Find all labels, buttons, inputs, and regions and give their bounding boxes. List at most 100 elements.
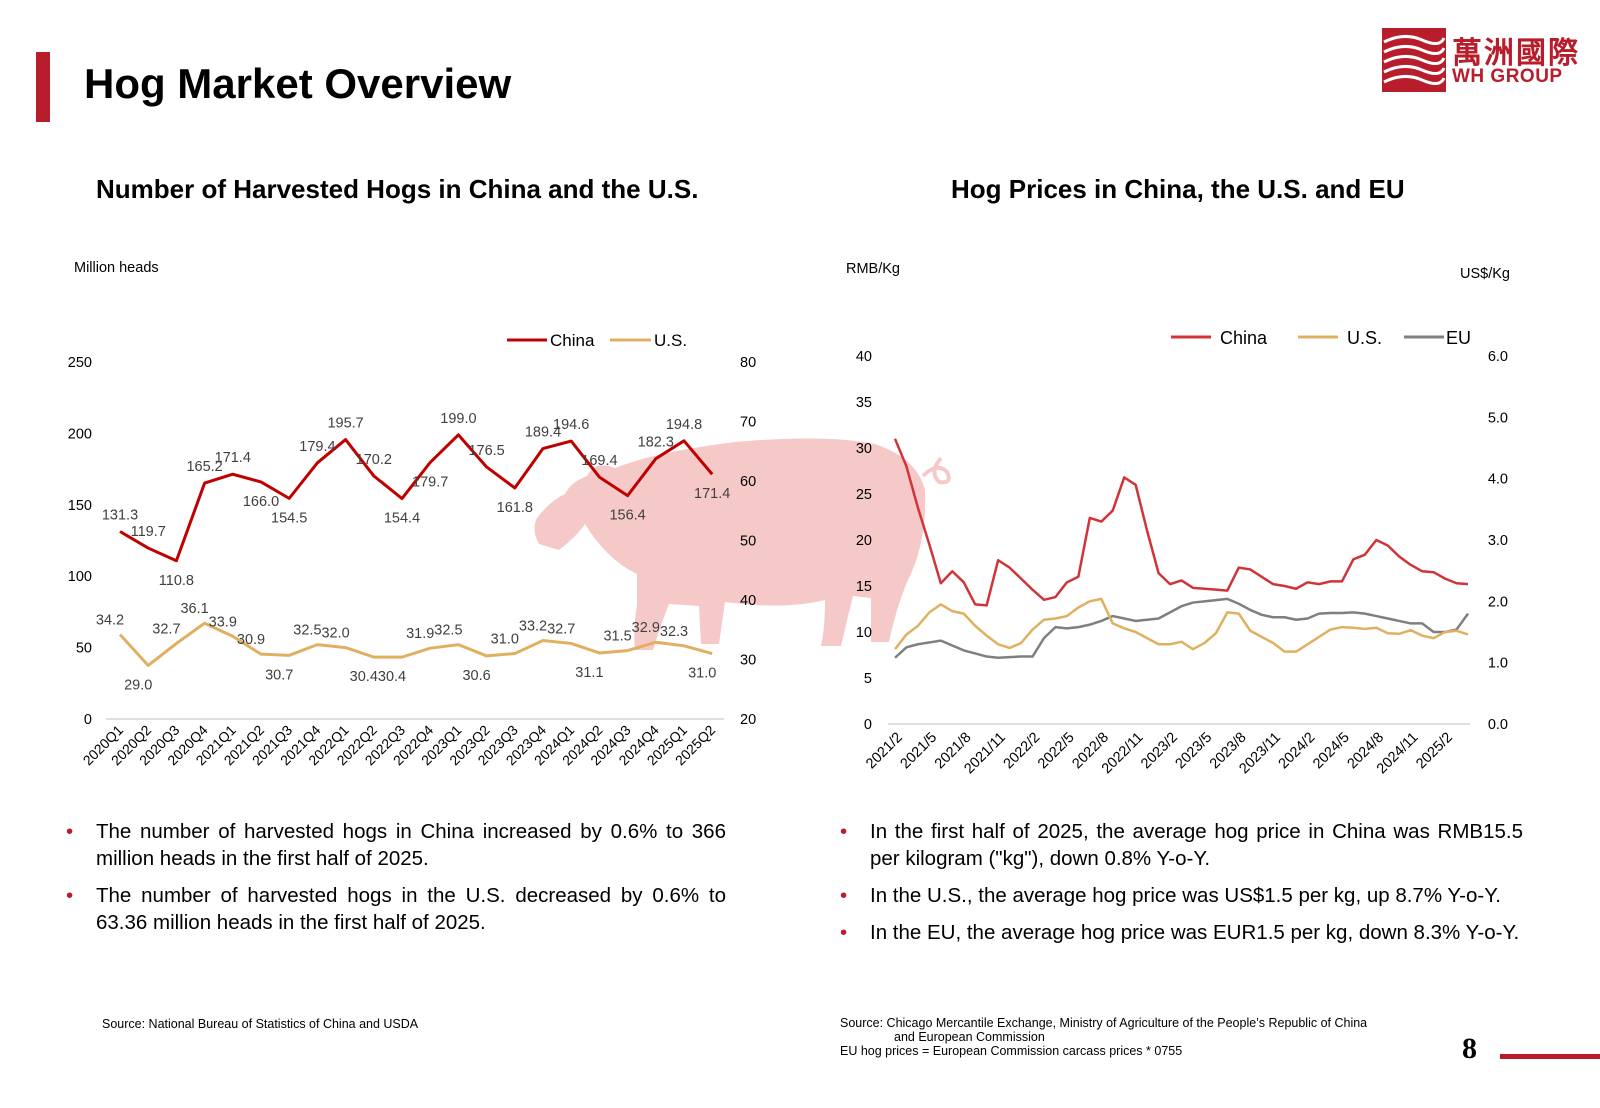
right-y2-axis-unit: US$/Kg bbox=[1460, 266, 1510, 282]
logo-chinese-text: 萬洲國際 bbox=[1452, 37, 1580, 70]
left-y-tick: 50 bbox=[76, 641, 92, 657]
right-y-tick: 10 bbox=[856, 625, 872, 641]
left-y-tick: 100 bbox=[68, 569, 92, 585]
legend-china-label: China bbox=[550, 331, 595, 350]
china-harvest-label: 194.6 bbox=[553, 417, 589, 433]
us-harvest-label: 32.5 bbox=[434, 623, 462, 639]
china-harvest-label: 171.4 bbox=[694, 486, 730, 502]
series-eu-price-line bbox=[894, 597, 1470, 660]
us-harvest-label: 31.0 bbox=[491, 632, 519, 648]
left-y2-tick: 30 bbox=[740, 653, 756, 669]
china-harvest-label: 195.7 bbox=[327, 416, 363, 432]
right-legend: China U.S. EU bbox=[1171, 328, 1471, 348]
china-harvest-label: 171.4 bbox=[215, 450, 251, 466]
left-y-tick: 200 bbox=[68, 426, 92, 442]
right-bullet-list: In the first half of 2025, the average h… bbox=[840, 818, 1523, 956]
china-harvest-label: 165.2 bbox=[186, 459, 222, 475]
china-harvest-label: 154.5 bbox=[271, 510, 307, 526]
us-harvest-label: 32.3 bbox=[660, 624, 688, 640]
right-y-axis-unit: RMB/Kg bbox=[846, 261, 900, 277]
right-source-line-3: EU hog prices = European Commission carc… bbox=[840, 1044, 1183, 1058]
right-y2-tick: 0.0 bbox=[1488, 717, 1508, 733]
left-bullet-1: The number of harvested hogs in China in… bbox=[66, 818, 726, 872]
right-y-tick: 25 bbox=[856, 487, 872, 503]
right-source-line-2: and European Commission bbox=[894, 1030, 1045, 1044]
left-chart-title: Number of Harvested Hogs in China and th… bbox=[96, 174, 699, 204]
right-x-tick: 2022/2 bbox=[1001, 730, 1044, 773]
china-harvest-label: 154.4 bbox=[384, 511, 420, 527]
right-bullet-2: In the U.S., the average hog price was U… bbox=[840, 882, 1523, 909]
us-harvest-label: 30.4 bbox=[350, 669, 378, 685]
us-harvest-label: 31.9 bbox=[406, 626, 434, 642]
us-harvest-label: 30.6 bbox=[462, 668, 490, 684]
right-y-axis-left: 0 5 10 15 20 25 30 35 40 bbox=[856, 349, 872, 733]
left-source-note: Source: National Bureau of Statistics of… bbox=[102, 1017, 419, 1031]
us-harvest-label: 33.2 bbox=[519, 618, 547, 634]
china-harvest-label: 179.4 bbox=[299, 439, 335, 455]
harvested-hogs-chart: Million heads 0 50 100 150 200 250 20 30 40 50 60… bbox=[68, 260, 756, 768]
china-harvest-label: 182.3 bbox=[638, 435, 674, 451]
china-harvest-label: 170.2 bbox=[356, 452, 392, 468]
right-y-tick: 35 bbox=[856, 395, 872, 411]
us-harvest-label: 33.9 bbox=[209, 614, 237, 630]
right-x-tick: 2022/5 bbox=[1035, 730, 1078, 773]
right-y2-tick: 4.0 bbox=[1488, 472, 1508, 488]
us-harvest-label: 31.0 bbox=[688, 666, 716, 682]
legend-china-price-label: China bbox=[1220, 328, 1268, 348]
legend-eu-price-label: EU bbox=[1446, 328, 1471, 348]
right-y-tick: 15 bbox=[856, 579, 872, 595]
left-y2-tick: 70 bbox=[740, 415, 756, 431]
right-x-tick: 2021/2 bbox=[863, 730, 906, 773]
page-number: 8 bbox=[1462, 1032, 1477, 1065]
left-x-axis: 2020Q12020Q22020Q32020Q42021Q12021Q22021… bbox=[80, 718, 724, 768]
us-harvest-label: 30.4 bbox=[378, 669, 406, 685]
wh-group-logo: 萬洲國際 WH GROUP bbox=[1382, 28, 1578, 92]
china-harvest-label: 169.4 bbox=[581, 453, 617, 469]
us-harvest-label: 32.5 bbox=[293, 623, 321, 639]
china-harvest-label: 131.3 bbox=[102, 508, 138, 524]
left-y-tick: 250 bbox=[68, 355, 92, 371]
us-harvest-label: 32.9 bbox=[632, 620, 660, 636]
us-harvest-label: 31.5 bbox=[603, 629, 631, 645]
us-harvest-label: 29.0 bbox=[124, 677, 152, 693]
right-y2-tick: 3.0 bbox=[1488, 533, 1508, 549]
left-y-axis-unit: Million heads bbox=[74, 260, 159, 276]
china-harvest-label: 176.5 bbox=[468, 443, 504, 459]
china-harvest-label: 156.4 bbox=[609, 508, 645, 524]
right-x-tick: 2023/5 bbox=[1173, 730, 1216, 773]
right-x-tick: 2025/2 bbox=[1413, 730, 1456, 773]
left-y2-tick: 20 bbox=[740, 712, 756, 728]
series-china-harvest-line bbox=[119, 433, 714, 563]
series-us-harvest-line bbox=[118, 621, 713, 667]
right-plot-series bbox=[893, 438, 1470, 660]
right-bullet-3: In the EU, the average hog price was EUR… bbox=[840, 919, 1523, 946]
left-plot-series bbox=[118, 433, 714, 667]
china-harvest-label: 194.8 bbox=[666, 417, 702, 433]
left-data-labels: 131.3119.7110.8165.2171.4166.0154.5179.4… bbox=[96, 411, 730, 694]
title-accent-bar bbox=[36, 52, 50, 122]
right-x-tick: 2024/2 bbox=[1276, 730, 1319, 773]
left-bullet-list: The number of harvested hogs in China in… bbox=[66, 818, 726, 946]
china-harvest-label: 166.0 bbox=[243, 494, 279, 510]
china-harvest-label: 110.8 bbox=[159, 573, 194, 589]
right-y-tick: 0 bbox=[864, 717, 872, 733]
right-chart-title: Hog Prices in China, the U.S. and EU bbox=[951, 174, 1405, 204]
left-y-axis-right: 20 30 40 50 60 70 80 bbox=[740, 355, 756, 728]
right-x-tick: 2024/5 bbox=[1310, 730, 1353, 773]
legend-us-price-label: U.S. bbox=[1347, 328, 1382, 348]
left-legend: China U.S. bbox=[507, 331, 687, 350]
left-y-tick: 150 bbox=[68, 498, 92, 514]
series-china-price-line bbox=[893, 438, 1469, 607]
right-y2-tick: 6.0 bbox=[1488, 349, 1508, 365]
right-bullet-1: In the first half of 2025, the average h… bbox=[840, 818, 1523, 872]
left-y2-tick: 50 bbox=[740, 534, 756, 550]
china-harvest-label: 161.8 bbox=[497, 500, 533, 516]
left-bullet-2: The number of harvested hogs in the U.S.… bbox=[66, 882, 726, 936]
us-harvest-label: 34.2 bbox=[96, 613, 124, 629]
right-y-axis-right: 0.0 1.0 2.0 3.0 4.0 5.0 6.0 bbox=[1488, 349, 1508, 733]
left-y2-tick: 60 bbox=[740, 474, 756, 490]
us-harvest-label: 32.0 bbox=[321, 626, 349, 642]
china-harvest-label: 189.4 bbox=[525, 425, 561, 441]
hog-prices-chart: RMB/Kg US$/Kg 0 5 10 15 20 25 30 35 40 0.0 1.0 2.0… bbox=[846, 261, 1510, 777]
right-y2-tick: 5.0 bbox=[1488, 410, 1508, 426]
